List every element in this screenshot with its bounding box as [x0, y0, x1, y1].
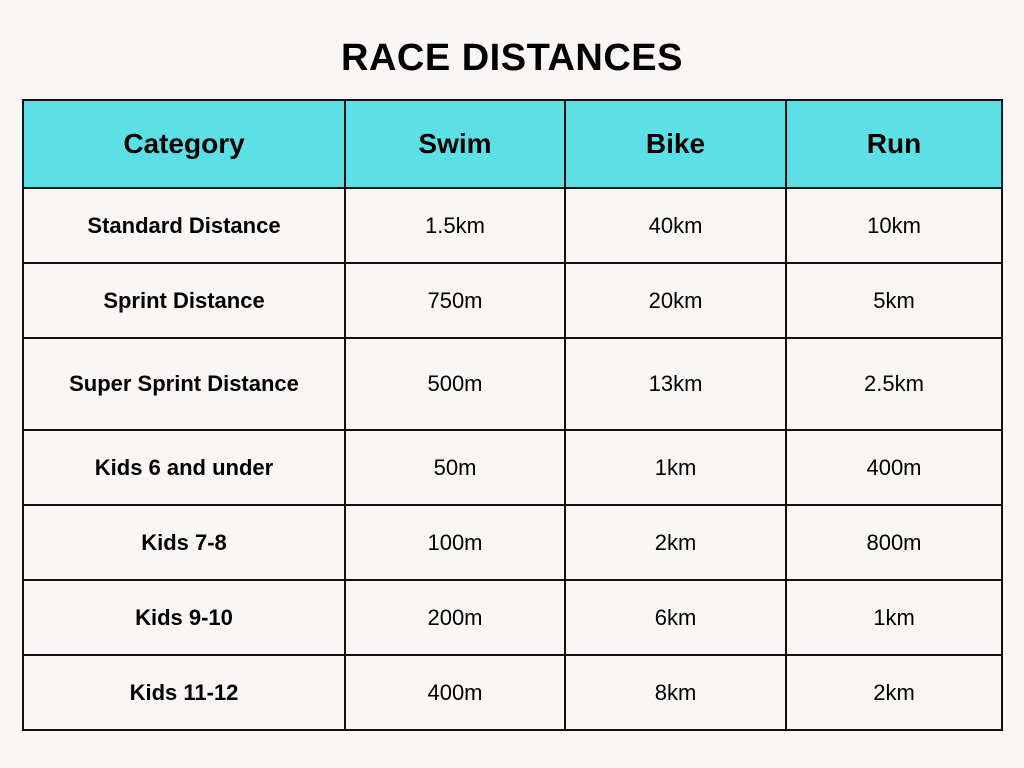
table-row: Super Sprint Distance 500m 13km 2.5km: [22, 337, 1003, 431]
table-row: Sprint Distance 750m 20km 5km: [22, 262, 1003, 339]
category-cell: Super Sprint Distance: [22, 337, 346, 431]
swim-cell: 500m: [344, 337, 566, 431]
category-cell: Standard Distance: [22, 187, 346, 264]
run-cell: 2km: [785, 654, 1003, 731]
table-row: Kids 6 and under 50m 1km 400m: [22, 429, 1003, 506]
table-row: Kids 9-10 200m 6km 1km: [22, 579, 1003, 656]
swim-cell: 200m: [344, 579, 566, 656]
category-cell: Kids 11-12: [22, 654, 346, 731]
table-row: Kids 11-12 400m 8km 2km: [22, 654, 1003, 731]
category-cell: Kids 6 and under: [22, 429, 346, 506]
bike-cell: 6km: [564, 579, 787, 656]
swim-cell: 50m: [344, 429, 566, 506]
bike-cell: 2km: [564, 504, 787, 581]
run-cell: 1km: [785, 579, 1003, 656]
run-cell: 2.5km: [785, 337, 1003, 431]
bike-cell: 8km: [564, 654, 787, 731]
column-header-bike: Bike: [564, 99, 787, 189]
race-distances-table: Category Swim Bike Run Standard Distance…: [22, 99, 1003, 731]
swim-cell: 400m: [344, 654, 566, 731]
category-cell: Kids 7-8: [22, 504, 346, 581]
category-cell: Sprint Distance: [22, 262, 346, 339]
swim-cell: 1.5km: [344, 187, 566, 264]
bike-cell: 20km: [564, 262, 787, 339]
table-header-row: Category Swim Bike Run: [22, 99, 1003, 189]
bike-cell: 13km: [564, 337, 787, 431]
category-cell: Kids 9-10: [22, 579, 346, 656]
bike-cell: 40km: [564, 187, 787, 264]
swim-cell: 100m: [344, 504, 566, 581]
column-header-run: Run: [785, 99, 1003, 189]
table-row: Kids 7-8 100m 2km 800m: [22, 504, 1003, 581]
column-header-swim: Swim: [344, 99, 566, 189]
run-cell: 400m: [785, 429, 1003, 506]
page-title: RACE DISTANCES: [341, 37, 683, 79]
swim-cell: 750m: [344, 262, 566, 339]
column-header-category: Category: [22, 99, 346, 189]
table-row: Standard Distance 1.5km 40km 10km: [22, 187, 1003, 264]
bike-cell: 1km: [564, 429, 787, 506]
run-cell: 800m: [785, 504, 1003, 581]
run-cell: 5km: [785, 262, 1003, 339]
run-cell: 10km: [785, 187, 1003, 264]
